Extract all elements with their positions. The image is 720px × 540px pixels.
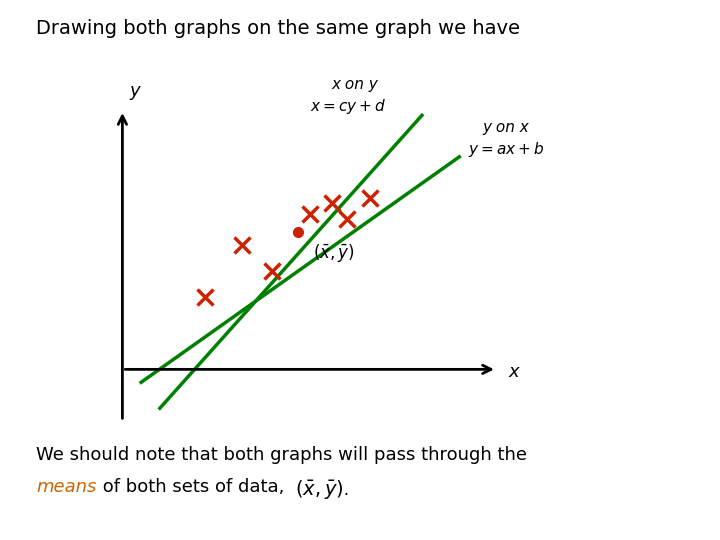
Text: We should note that both graphs will pass through the: We should note that both graphs will pas…	[36, 446, 527, 463]
Text: means: means	[36, 478, 96, 496]
Text: $x = cy + d$: $x = cy + d$	[310, 97, 386, 116]
Text: $(\bar{x},\bar{y})$: $(\bar{x},\bar{y})$	[313, 242, 355, 265]
Text: of both sets of data,: of both sets of data,	[97, 478, 290, 496]
Text: x on y: x on y	[331, 77, 378, 92]
Text: $(\bar{x}, \bar{y})$.: $(\bar{x}, \bar{y})$.	[295, 478, 349, 501]
Text: x: x	[508, 363, 518, 381]
Text: y on x: y on x	[482, 120, 529, 136]
Text: Drawing both graphs on the same graph we have: Drawing both graphs on the same graph we…	[36, 19, 520, 38]
Text: $y = ax + b$: $y = ax + b$	[468, 140, 544, 159]
Text: y: y	[130, 82, 140, 100]
